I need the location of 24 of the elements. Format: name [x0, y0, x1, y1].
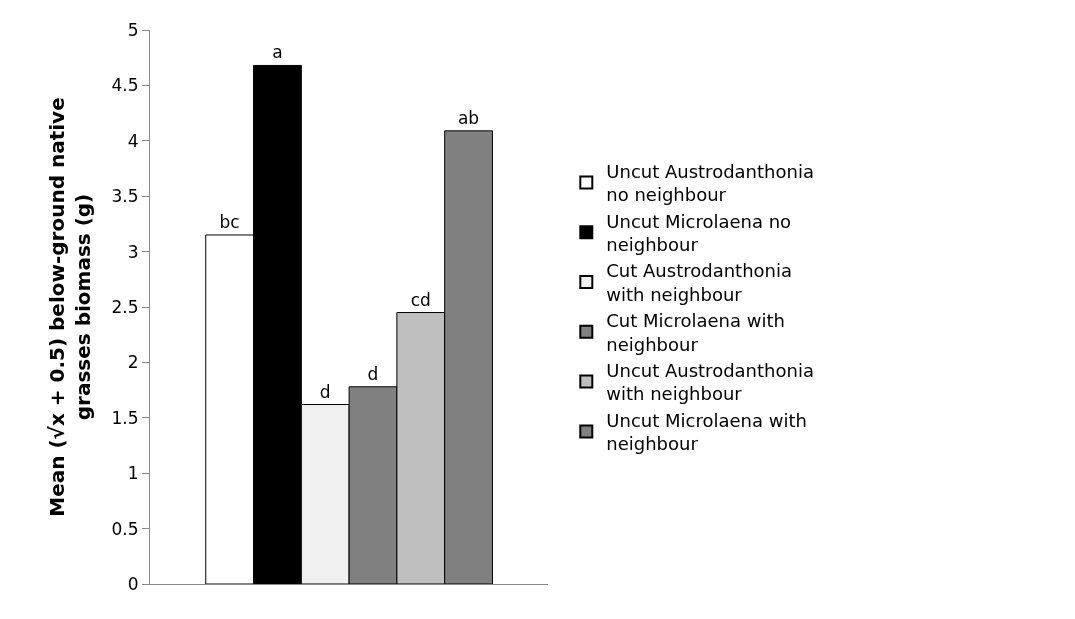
y-tick-label: 0 [127, 573, 139, 594]
legend-label: Uncut Microlaena with neighbour [606, 409, 807, 455]
data-label: d [367, 363, 379, 384]
y-tick-label: 3 [127, 241, 139, 262]
data-label: ab [457, 107, 480, 128]
y-tick-label: 2 [127, 352, 139, 373]
y-tick-label: 1.5 [111, 407, 139, 428]
y-tick-label: 5 [127, 19, 139, 40]
data-label: d [319, 381, 331, 402]
y-tick-label: 2.5 [111, 296, 139, 317]
data-label: a [272, 42, 283, 63]
legend-label: Uncut Microlaena no neighbour [606, 210, 792, 255]
data-label: cd [410, 289, 431, 310]
y-tick-label: 4.5 [111, 75, 139, 96]
y-tick-label: 4 [127, 130, 139, 151]
y-tick-label: 3.5 [111, 186, 139, 207]
data-label: bc [219, 211, 240, 232]
y-tick-label: 0.5 [111, 518, 139, 539]
y-axis-title: Mean (√x + 0.5) below-ground native grasses biomass (g) [45, 97, 96, 517]
legend-label: Cut Microlaena with neighbour [606, 310, 785, 355]
legend-label: Cut Austrodanthonia with neighbour [606, 260, 793, 305]
legend-label: Uncut Austrodanthonia no neighbour [606, 160, 814, 206]
legend-label: Uncut Austrodanthonia with neighbour [606, 359, 814, 405]
y-tick-label: 1 [127, 463, 139, 484]
